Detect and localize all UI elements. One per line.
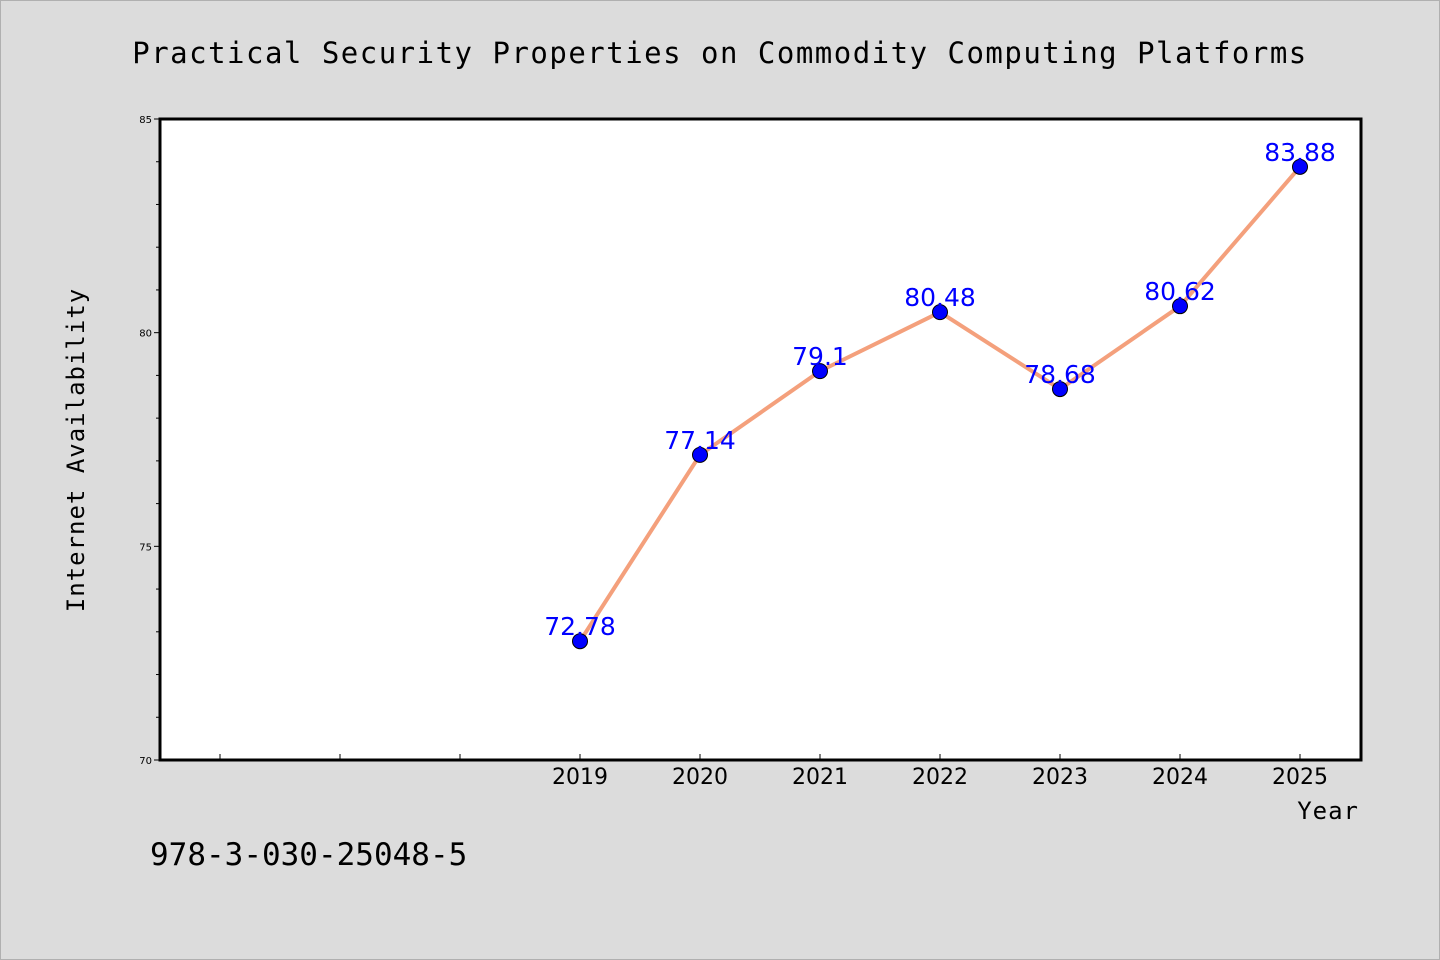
x-tick-label: 2020: [672, 765, 728, 790]
x-tick-label: 2024: [1152, 765, 1208, 790]
plot-area: [158, 117, 1363, 762]
data-point: [1172, 298, 1188, 315]
y-axis: 70 75 80 85: [139, 115, 160, 767]
y-axis-label: Internet Availability: [62, 288, 90, 612]
series-group: 72.78 77.14 79.1 80.48 78.68 80.62 83.88: [544, 138, 1336, 650]
data-label: 80.62: [1144, 277, 1216, 306]
x-axis: 2019 2020 2021 2022 2023 2024 2025: [219, 754, 1328, 790]
x-tick-label: 2019: [552, 765, 608, 790]
y-tick-label: 85: [139, 115, 152, 126]
data-label: 77.14: [664, 426, 736, 455]
data-point: [1052, 381, 1068, 398]
x-tick-label: 2023: [1032, 765, 1088, 790]
data-label: 80.48: [904, 283, 976, 312]
data-point: [692, 446, 708, 463]
data-point: [1292, 158, 1308, 175]
x-axis-label: Year: [1297, 797, 1359, 825]
data-label: 79.1: [792, 342, 848, 371]
data-point: [572, 633, 588, 650]
y-tick-label: 70: [139, 756, 152, 767]
y-tick-label: 80: [139, 329, 152, 340]
x-tick-label: 2021: [792, 765, 848, 790]
data-label: 78.68: [1024, 360, 1096, 389]
x-tick-label: 2022: [912, 765, 968, 790]
data-label: 72.78: [544, 612, 616, 641]
x-tick-label: 2025: [1272, 765, 1328, 790]
chart-title: Practical Security Properties on Commodi…: [132, 36, 1308, 70]
footnote-isbn: 978-3-030-25048-5: [150, 837, 467, 873]
data-label: 83.88: [1264, 138, 1336, 167]
data-point: [932, 304, 948, 321]
data-point: [812, 363, 828, 380]
y-tick-label: 75: [139, 542, 152, 553]
